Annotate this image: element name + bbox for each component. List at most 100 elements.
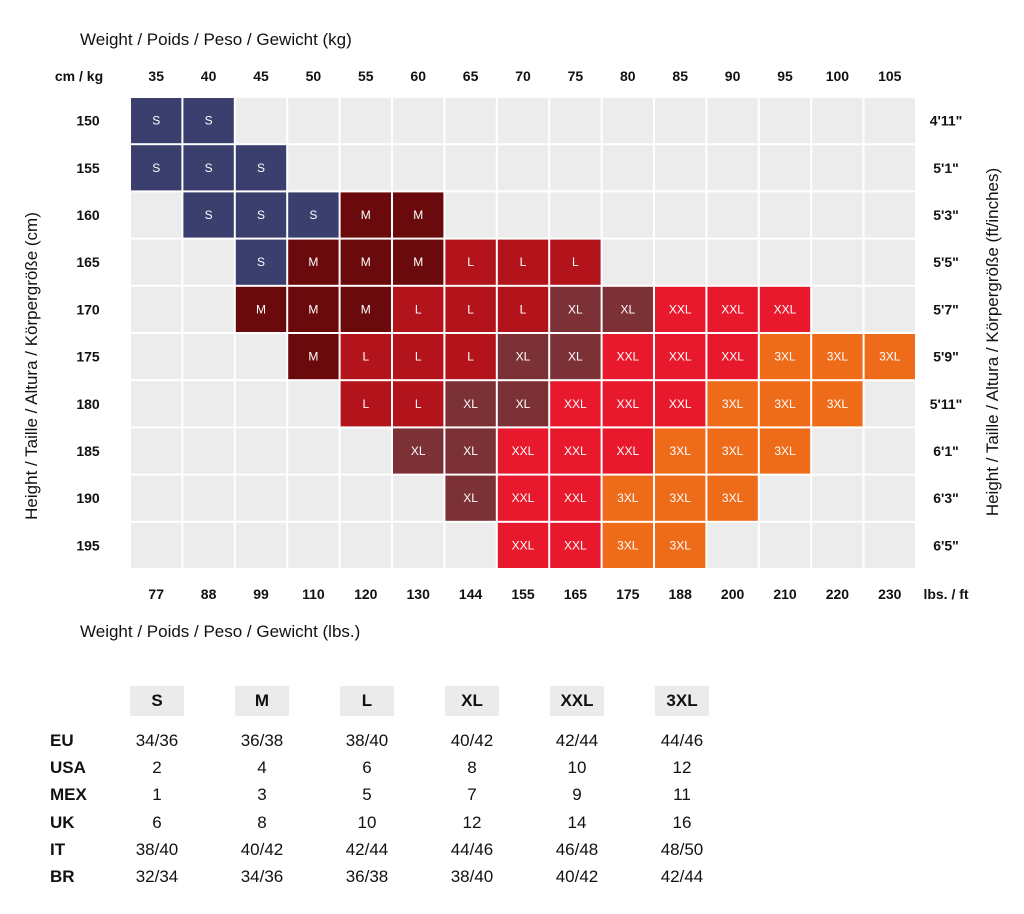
- empty-cell: [497, 192, 549, 238]
- cell-size-label: 3XL: [827, 397, 849, 411]
- cell-size-label: 3XL: [670, 538, 692, 552]
- empty-cell: [759, 192, 811, 238]
- size-cell: [445, 475, 496, 521]
- size-header: M: [235, 686, 289, 716]
- size-cell: [602, 286, 653, 332]
- size-cell: [288, 239, 339, 285]
- kg-tick-label: 70: [515, 68, 531, 84]
- size-cell: [707, 381, 758, 427]
- size-value: 32/34: [135, 867, 179, 886]
- empty-cell: [288, 475, 339, 521]
- cell-size-label: XXL: [669, 397, 692, 411]
- region-label: UK: [50, 812, 75, 832]
- kg-tick-label: 105: [878, 68, 902, 84]
- empty-cell: [812, 286, 863, 332]
- size-cell: [550, 286, 601, 332]
- empty-cell: [497, 145, 549, 191]
- cell-size-label: XXL: [616, 397, 639, 411]
- size-value: 10: [357, 812, 377, 832]
- cell-size-label: S: [152, 161, 160, 175]
- cm-tick-label: 175: [76, 349, 100, 365]
- size-cell: [550, 475, 601, 521]
- empty-cell: [864, 428, 915, 474]
- cell-size-label: 3XL: [670, 444, 692, 458]
- size-cell: [497, 239, 549, 285]
- empty-cell: [340, 475, 391, 521]
- cell-size-label: S: [257, 208, 265, 222]
- size-cell: [759, 428, 811, 474]
- empty-cell: [707, 145, 758, 191]
- size-cell: [707, 475, 758, 521]
- empty-cell: [759, 145, 811, 191]
- cell-size-label: 3XL: [722, 444, 744, 458]
- size-cell: [602, 522, 653, 568]
- empty-cell: [235, 428, 287, 474]
- size-cell: [602, 428, 653, 474]
- empty-cell: [183, 239, 234, 285]
- empty-cell: [707, 98, 758, 144]
- empty-cell: [707, 522, 758, 568]
- size-cell: [497, 428, 549, 474]
- empty-cell: [183, 522, 234, 568]
- empty-cell: [707, 192, 758, 238]
- cell-size-label: XXL: [616, 350, 639, 364]
- empty-cell: [393, 522, 444, 568]
- kg-tick-label: 35: [148, 68, 164, 84]
- size-cell: [235, 145, 287, 191]
- empty-cell: [235, 475, 287, 521]
- size-value: 4: [257, 758, 267, 778]
- cell-size-label: XXL: [564, 397, 587, 411]
- cell-size-label: 3XL: [670, 491, 692, 505]
- size-cell: [550, 334, 601, 380]
- size-cell: [864, 334, 915, 380]
- size-cell: [759, 381, 811, 427]
- size-cell: [131, 98, 182, 144]
- size-cell: [497, 475, 549, 521]
- lbs-tick-label: 165: [564, 586, 588, 602]
- cell-size-label: XL: [463, 397, 478, 411]
- empty-cell: [131, 192, 182, 238]
- size-value: 38/40: [345, 731, 389, 750]
- cell-size-label: XL: [463, 491, 478, 505]
- size-cell: [393, 381, 444, 427]
- ft-tick-label: 5'5": [933, 254, 959, 270]
- empty-cell: [602, 145, 653, 191]
- empty-cell: [602, 239, 653, 285]
- lbs-tick-label: 110: [302, 586, 325, 602]
- size-cell: [602, 475, 653, 521]
- size-value: 16: [672, 812, 692, 832]
- cell-size-label: M: [256, 302, 266, 316]
- kg-tick-label: 65: [463, 68, 479, 84]
- cell-size-label: L: [415, 302, 422, 316]
- size-cell: [393, 334, 444, 380]
- empty-cell: [393, 145, 444, 191]
- size-cell: [812, 334, 863, 380]
- empty-cell: [864, 286, 915, 332]
- empty-cell: [393, 475, 444, 521]
- cell-size-label: 3XL: [774, 444, 796, 458]
- cell-size-label: 3XL: [617, 538, 639, 552]
- cell-size-label: S: [205, 161, 213, 175]
- cm-tick-label: 185: [76, 443, 100, 459]
- empty-cell: [759, 98, 811, 144]
- size-value: 40/42: [240, 839, 284, 859]
- cell-size-label: XL: [620, 302, 635, 316]
- size-cell: [707, 428, 758, 474]
- empty-cell: [864, 522, 915, 568]
- size-header: S: [130, 686, 184, 716]
- size-value: 10: [567, 758, 587, 778]
- size-value: 34/36: [240, 867, 284, 886]
- empty-cell: [550, 98, 601, 144]
- lbs-tick-label: 200: [721, 586, 745, 602]
- size-cell: [393, 239, 444, 285]
- size-header: XL: [445, 686, 499, 716]
- cm-tick-label: 165: [76, 254, 100, 270]
- ft-tick-label: 6'1": [933, 443, 959, 459]
- size-value: 7: [467, 785, 477, 805]
- empty-cell: [445, 522, 496, 568]
- empty-cell: [445, 145, 496, 191]
- empty-cell: [812, 522, 863, 568]
- size-value: 1: [152, 785, 162, 805]
- empty-cell: [812, 475, 863, 521]
- kg-tick-label: 50: [306, 68, 322, 84]
